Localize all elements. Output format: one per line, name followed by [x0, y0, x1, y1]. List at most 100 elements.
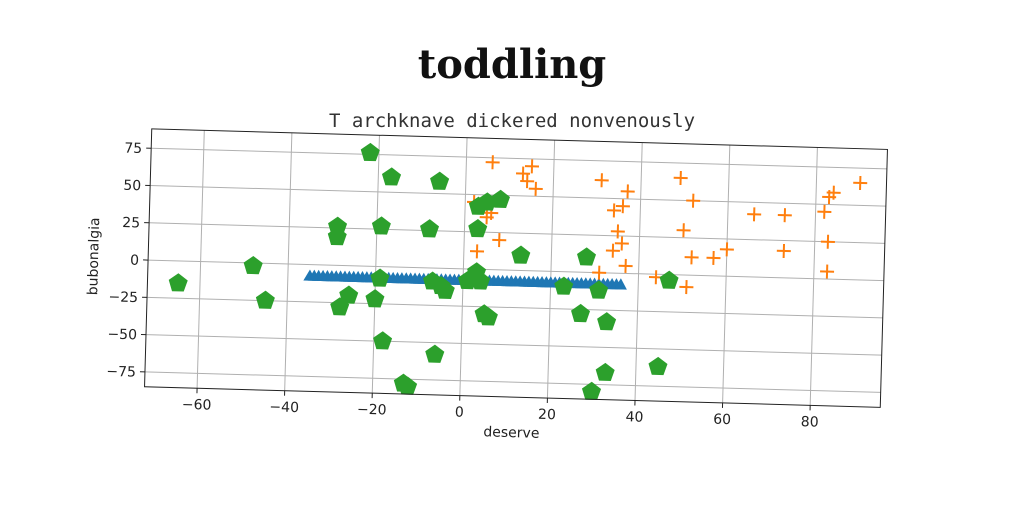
pentagon-marker — [589, 280, 609, 299]
pentagon-marker — [371, 216, 391, 235]
pentagon-marker — [243, 255, 263, 275]
plus-marker — [620, 184, 635, 199]
x-grid-line — [809, 147, 818, 406]
pentagon-marker — [422, 271, 442, 290]
x-tick-label: 20 — [538, 407, 556, 423]
plus-marker — [853, 175, 868, 191]
plus-marker — [615, 199, 630, 214]
y-tick-label: 0 — [130, 253, 139, 269]
plus-marker — [684, 250, 699, 265]
pentagon-marker — [571, 303, 591, 323]
chart-subtitle: T archknave dickered nonvenously — [329, 110, 695, 132]
plus-marker — [469, 244, 485, 259]
tick-labels: −60 −40 −20 0 20 40 60 80 75 50 25 0 −25 −50 −75 — [106, 141, 819, 431]
plus-marker — [706, 250, 721, 265]
pentagon-marker — [478, 307, 498, 326]
x-grid-line — [722, 145, 731, 403]
pentagon-marker — [330, 297, 350, 316]
plus-marker — [679, 280, 694, 295]
plus-marker — [686, 193, 701, 208]
y-tick-label: 75 — [124, 141, 142, 157]
plus-marker — [614, 236, 629, 251]
x-tick-label: 60 — [713, 412, 731, 428]
y-tick-label: −50 — [107, 327, 137, 344]
plus-marker — [592, 265, 607, 280]
plus-marker — [820, 234, 835, 249]
x-tick-label: −60 — [182, 397, 212, 414]
plot-border — [144, 128, 888, 408]
x-grid-line — [371, 135, 380, 394]
pentagon-marker — [373, 331, 393, 350]
x-grid-line — [459, 137, 468, 396]
plus-marker — [676, 223, 691, 238]
y-tick-label: −75 — [106, 364, 136, 381]
y-tick-label: −25 — [108, 289, 138, 306]
pentagon-marker — [659, 270, 679, 289]
plus-marker — [820, 264, 835, 279]
x-tick-label: 40 — [625, 409, 643, 425]
plus-marker — [524, 159, 540, 174]
plus-marker — [528, 181, 543, 196]
pentagon-marker — [168, 273, 188, 292]
pentagon-marker — [648, 356, 668, 376]
pentagon-marker — [393, 373, 413, 392]
plus-marker — [822, 190, 837, 205]
x-grid-line — [546, 140, 556, 399]
pentagon-marker — [597, 312, 617, 331]
x-tick-label: 0 — [455, 404, 464, 420]
x-tick-label: 80 — [801, 414, 819, 430]
pentagon-marker — [468, 219, 488, 238]
y-grid-line — [148, 259, 884, 282]
pentagon-marker — [581, 381, 602, 401]
y-grid-line — [150, 185, 886, 207]
pentagon-marker — [339, 285, 359, 304]
plus-marker — [594, 173, 609, 188]
plus-marker — [520, 174, 535, 189]
y-grid-line — [144, 371, 881, 393]
plus-marker — [485, 155, 500, 170]
x-tick-label: −20 — [357, 402, 387, 419]
x-tick-label: −40 — [269, 399, 299, 416]
y-axis-label: bubonalgia — [85, 217, 103, 295]
plus-marker — [817, 204, 832, 219]
y-tick-label: 50 — [123, 178, 141, 194]
data-points — [168, 142, 868, 401]
x-grid-line — [284, 132, 293, 391]
plus-marker — [776, 243, 791, 259]
y-grid-line — [145, 334, 882, 356]
pentagon-marker — [595, 362, 615, 382]
plus-marker — [747, 207, 762, 222]
pentagon-marker — [360, 142, 380, 162]
plus-marker — [618, 258, 633, 273]
pentagon-marker — [477, 192, 497, 211]
pentagon-marker — [365, 289, 385, 308]
pentagon-marker — [420, 219, 440, 238]
x-axis-label: deserve — [483, 424, 539, 442]
pentagon-marker — [425, 344, 445, 363]
pentagon-marker — [327, 227, 347, 246]
plus-marker — [607, 203, 622, 218]
pentagon-marker — [471, 271, 491, 290]
plus-marker — [515, 166, 531, 181]
chart-title: toddling — [418, 41, 607, 88]
plus-marker — [605, 243, 620, 258]
pentagon-marker — [430, 171, 450, 190]
pentagon-marker — [554, 276, 574, 295]
pentagon-marker — [490, 189, 510, 209]
pentagon-marker — [435, 280, 455, 300]
pentagon-marker — [511, 245, 531, 264]
pentagon-marker — [577, 247, 597, 266]
plus-marker — [719, 242, 734, 257]
y-tick-label: 25 — [122, 215, 140, 231]
plus-marker — [777, 208, 792, 223]
y-grid-line — [151, 147, 887, 170]
plot-background — [144, 128, 888, 408]
pentagon-marker — [255, 290, 275, 309]
plus-marker — [492, 233, 507, 248]
pentagon-marker — [370, 268, 390, 287]
x-grid-line — [634, 142, 643, 401]
plot-area: −60 −40 −20 0 20 40 60 80 75 50 25 0 −25 −50 −75 deser… — [85, 128, 888, 442]
pentagon-marker — [381, 167, 402, 186]
